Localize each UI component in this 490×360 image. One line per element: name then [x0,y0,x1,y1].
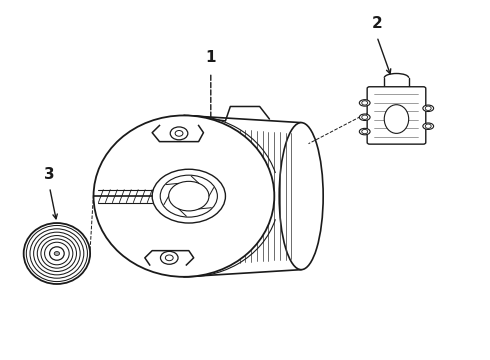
Ellipse shape [359,114,370,121]
Circle shape [169,181,209,211]
Ellipse shape [423,105,434,112]
Ellipse shape [423,123,434,130]
Text: 1: 1 [205,50,216,65]
Ellipse shape [359,129,370,135]
FancyBboxPatch shape [367,87,426,144]
Ellipse shape [279,123,323,270]
Ellipse shape [384,105,409,134]
Ellipse shape [49,247,64,260]
Text: 2: 2 [371,16,382,31]
Circle shape [160,251,178,264]
Circle shape [170,127,188,140]
Ellipse shape [24,223,90,284]
Circle shape [152,169,225,223]
Text: 3: 3 [44,167,55,182]
Ellipse shape [359,100,370,106]
Circle shape [54,252,60,256]
Ellipse shape [94,116,274,277]
